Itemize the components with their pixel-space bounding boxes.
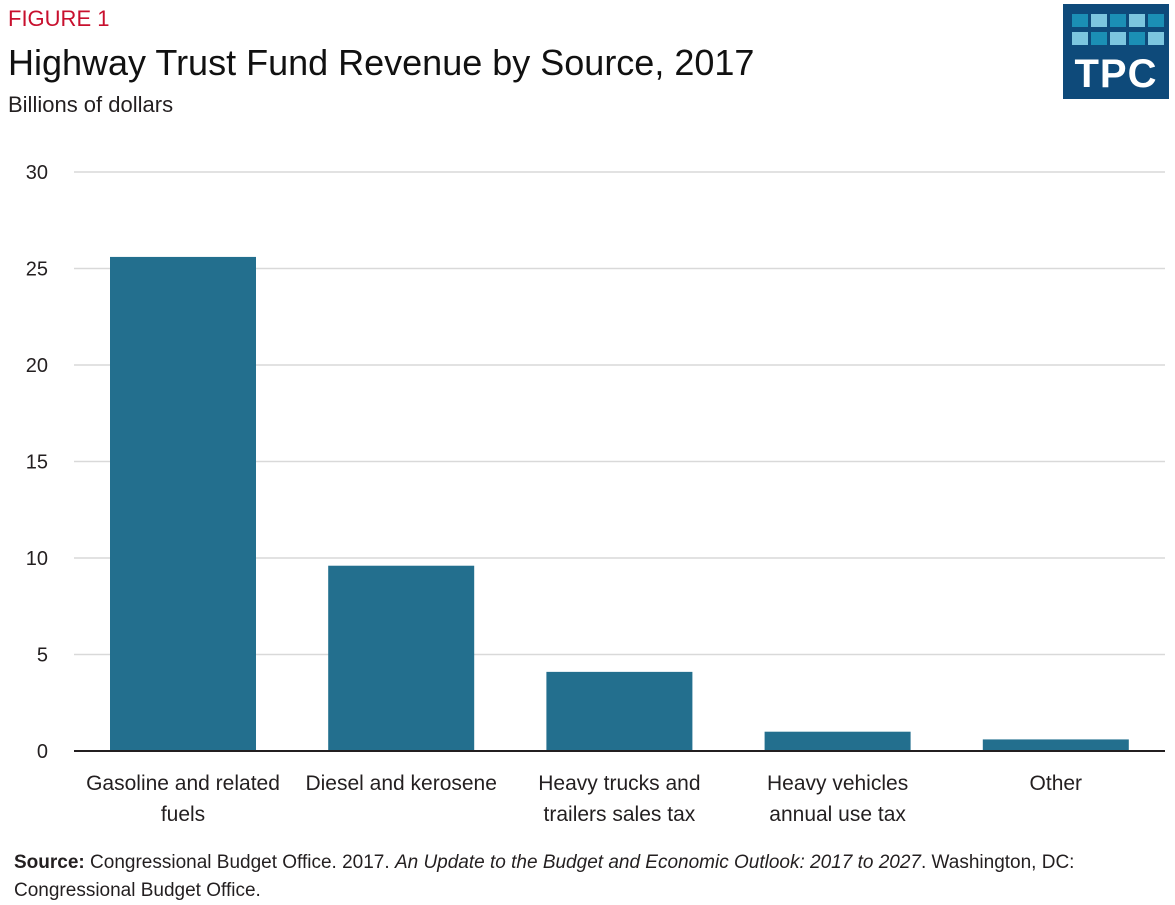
logo-square: [1129, 32, 1145, 45]
x-tick-label: Heavy vehicles: [767, 772, 908, 795]
source-title: An Update to the Budget and Economic Out…: [394, 852, 921, 873]
logo-square: [1148, 14, 1164, 27]
logo-square: [1072, 14, 1088, 27]
y-tick-label: 15: [26, 452, 48, 474]
x-tick-label: fuels: [161, 803, 205, 826]
chart-title: Highway Trust Fund Revenue by Source, 20…: [8, 42, 755, 83]
logo-square: [1110, 32, 1126, 45]
y-tick-label: 5: [37, 645, 48, 667]
logo-square: [1091, 32, 1107, 45]
x-tick-label: Gasoline and related: [86, 772, 280, 795]
logo-square: [1091, 14, 1107, 27]
source-text-end: . Washington, DC: Congressional Budget O…: [14, 852, 1075, 901]
y-tick-label: 10: [26, 548, 48, 570]
tpc-logo-icon: TPC: [1063, 4, 1169, 99]
y-tick-label: 30: [26, 162, 48, 184]
x-tick-label: Heavy trucks and: [538, 772, 700, 795]
source-text: Congressional Budget Office. 2017.: [84, 852, 395, 873]
bar: [546, 671, 693, 751]
x-tick-label: Diesel and kerosene: [305, 772, 496, 795]
y-tick-label: 0: [37, 741, 48, 763]
y-tick-label: 25: [26, 259, 48, 281]
bar: [764, 731, 911, 751]
x-tick-label: annual use tax: [769, 803, 906, 826]
logo-square: [1129, 14, 1145, 27]
bar: [982, 739, 1129, 751]
x-tick-label: Other: [1030, 772, 1083, 795]
logo-square: [1110, 14, 1126, 27]
bar: [328, 565, 475, 751]
logo-text: TPC: [1074, 52, 1158, 96]
chart-subtitle: Billions of dollars: [8, 92, 174, 117]
figure-label: FIGURE 1: [8, 6, 110, 31]
source-note: Source: Congressional Budget Office. 201…: [14, 849, 1164, 905]
y-tick-label: 20: [26, 355, 48, 377]
logo-square: [1072, 32, 1088, 45]
bar-chart: 0 5 10 15 20 25 30 Gasoline and related fuels Die…: [26, 162, 1165, 826]
x-tick-label: trailers sales tax: [544, 803, 696, 826]
logo-square: [1148, 32, 1164, 45]
source-label: Source:: [14, 852, 85, 873]
bar: [110, 256, 256, 751]
